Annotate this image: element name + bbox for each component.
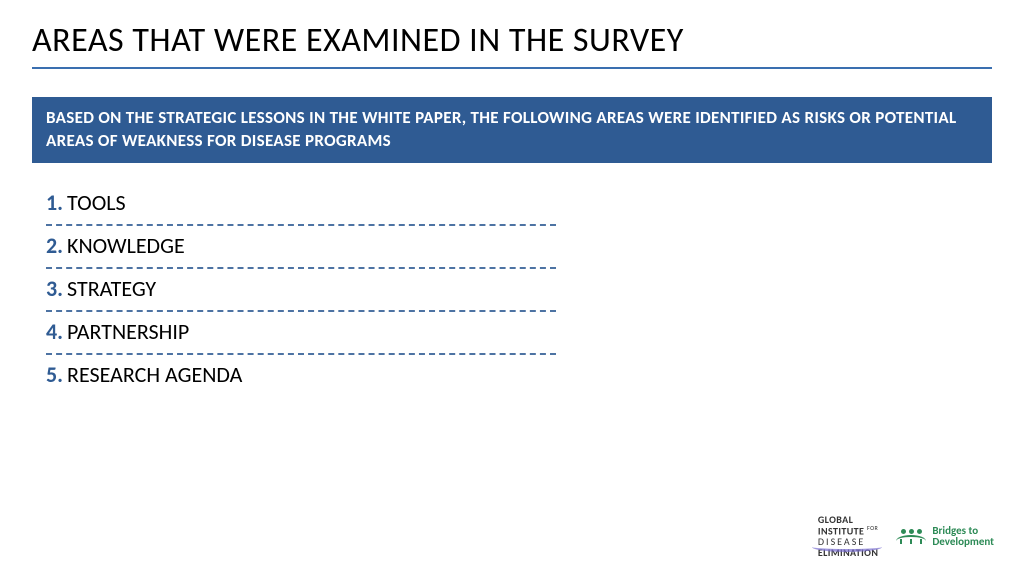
glide-logo: GLOBAL INSTITUTE FOR DISEASE ELIMINATION <box>818 515 878 558</box>
bridge-icon <box>896 529 926 544</box>
item-number: 5. <box>46 361 63 388</box>
item-label: RESEARCH AGENDA <box>67 361 242 388</box>
list-divider <box>46 310 556 312</box>
bridges-logo: Bridges to Development <box>896 525 994 548</box>
item-number: 3. <box>46 275 63 302</box>
logo1-for: FOR <box>867 524 878 532</box>
item-label: PARTNERSHIP <box>67 318 189 345</box>
list-item: 5.RESEARCH AGENDA <box>46 357 992 394</box>
logo2-line2: Development <box>932 536 994 548</box>
swoosh-icon <box>812 542 882 552</box>
slide: AREAS THAT WERE EXAMINED IN THE SURVEY B… <box>0 0 1024 576</box>
list-item: 4.PARTNERSHIP <box>46 314 992 351</box>
list-item: 2.KNOWLEDGE <box>46 228 992 265</box>
item-number: 1. <box>46 189 63 216</box>
item-label: TOOLS <box>67 189 126 216</box>
banner-text: BASED ON THE STRATEGIC LESSONS IN THE WH… <box>32 97 992 163</box>
logo2-text: Bridges to Development <box>932 525 994 548</box>
list-divider <box>46 267 556 269</box>
slide-title: AREAS THAT WERE EXAMINED IN THE SURVEY <box>32 20 992 61</box>
title-underline <box>32 67 992 69</box>
item-number: 2. <box>46 232 63 259</box>
item-number: 4. <box>46 318 63 345</box>
list-divider <box>46 224 556 226</box>
list-item: 3.STRATEGY <box>46 271 992 308</box>
list-divider <box>46 353 556 355</box>
item-label: KNOWLEDGE <box>67 232 185 259</box>
list-item: 1.TOOLS <box>46 185 992 222</box>
footer-logos: GLOBAL INSTITUTE FOR DISEASE ELIMINATION… <box>818 515 994 558</box>
item-label: STRATEGY <box>67 275 156 302</box>
areas-list: 1.TOOLS 2.KNOWLEDGE 3.STRATEGY 4.PARTNER… <box>32 185 992 394</box>
